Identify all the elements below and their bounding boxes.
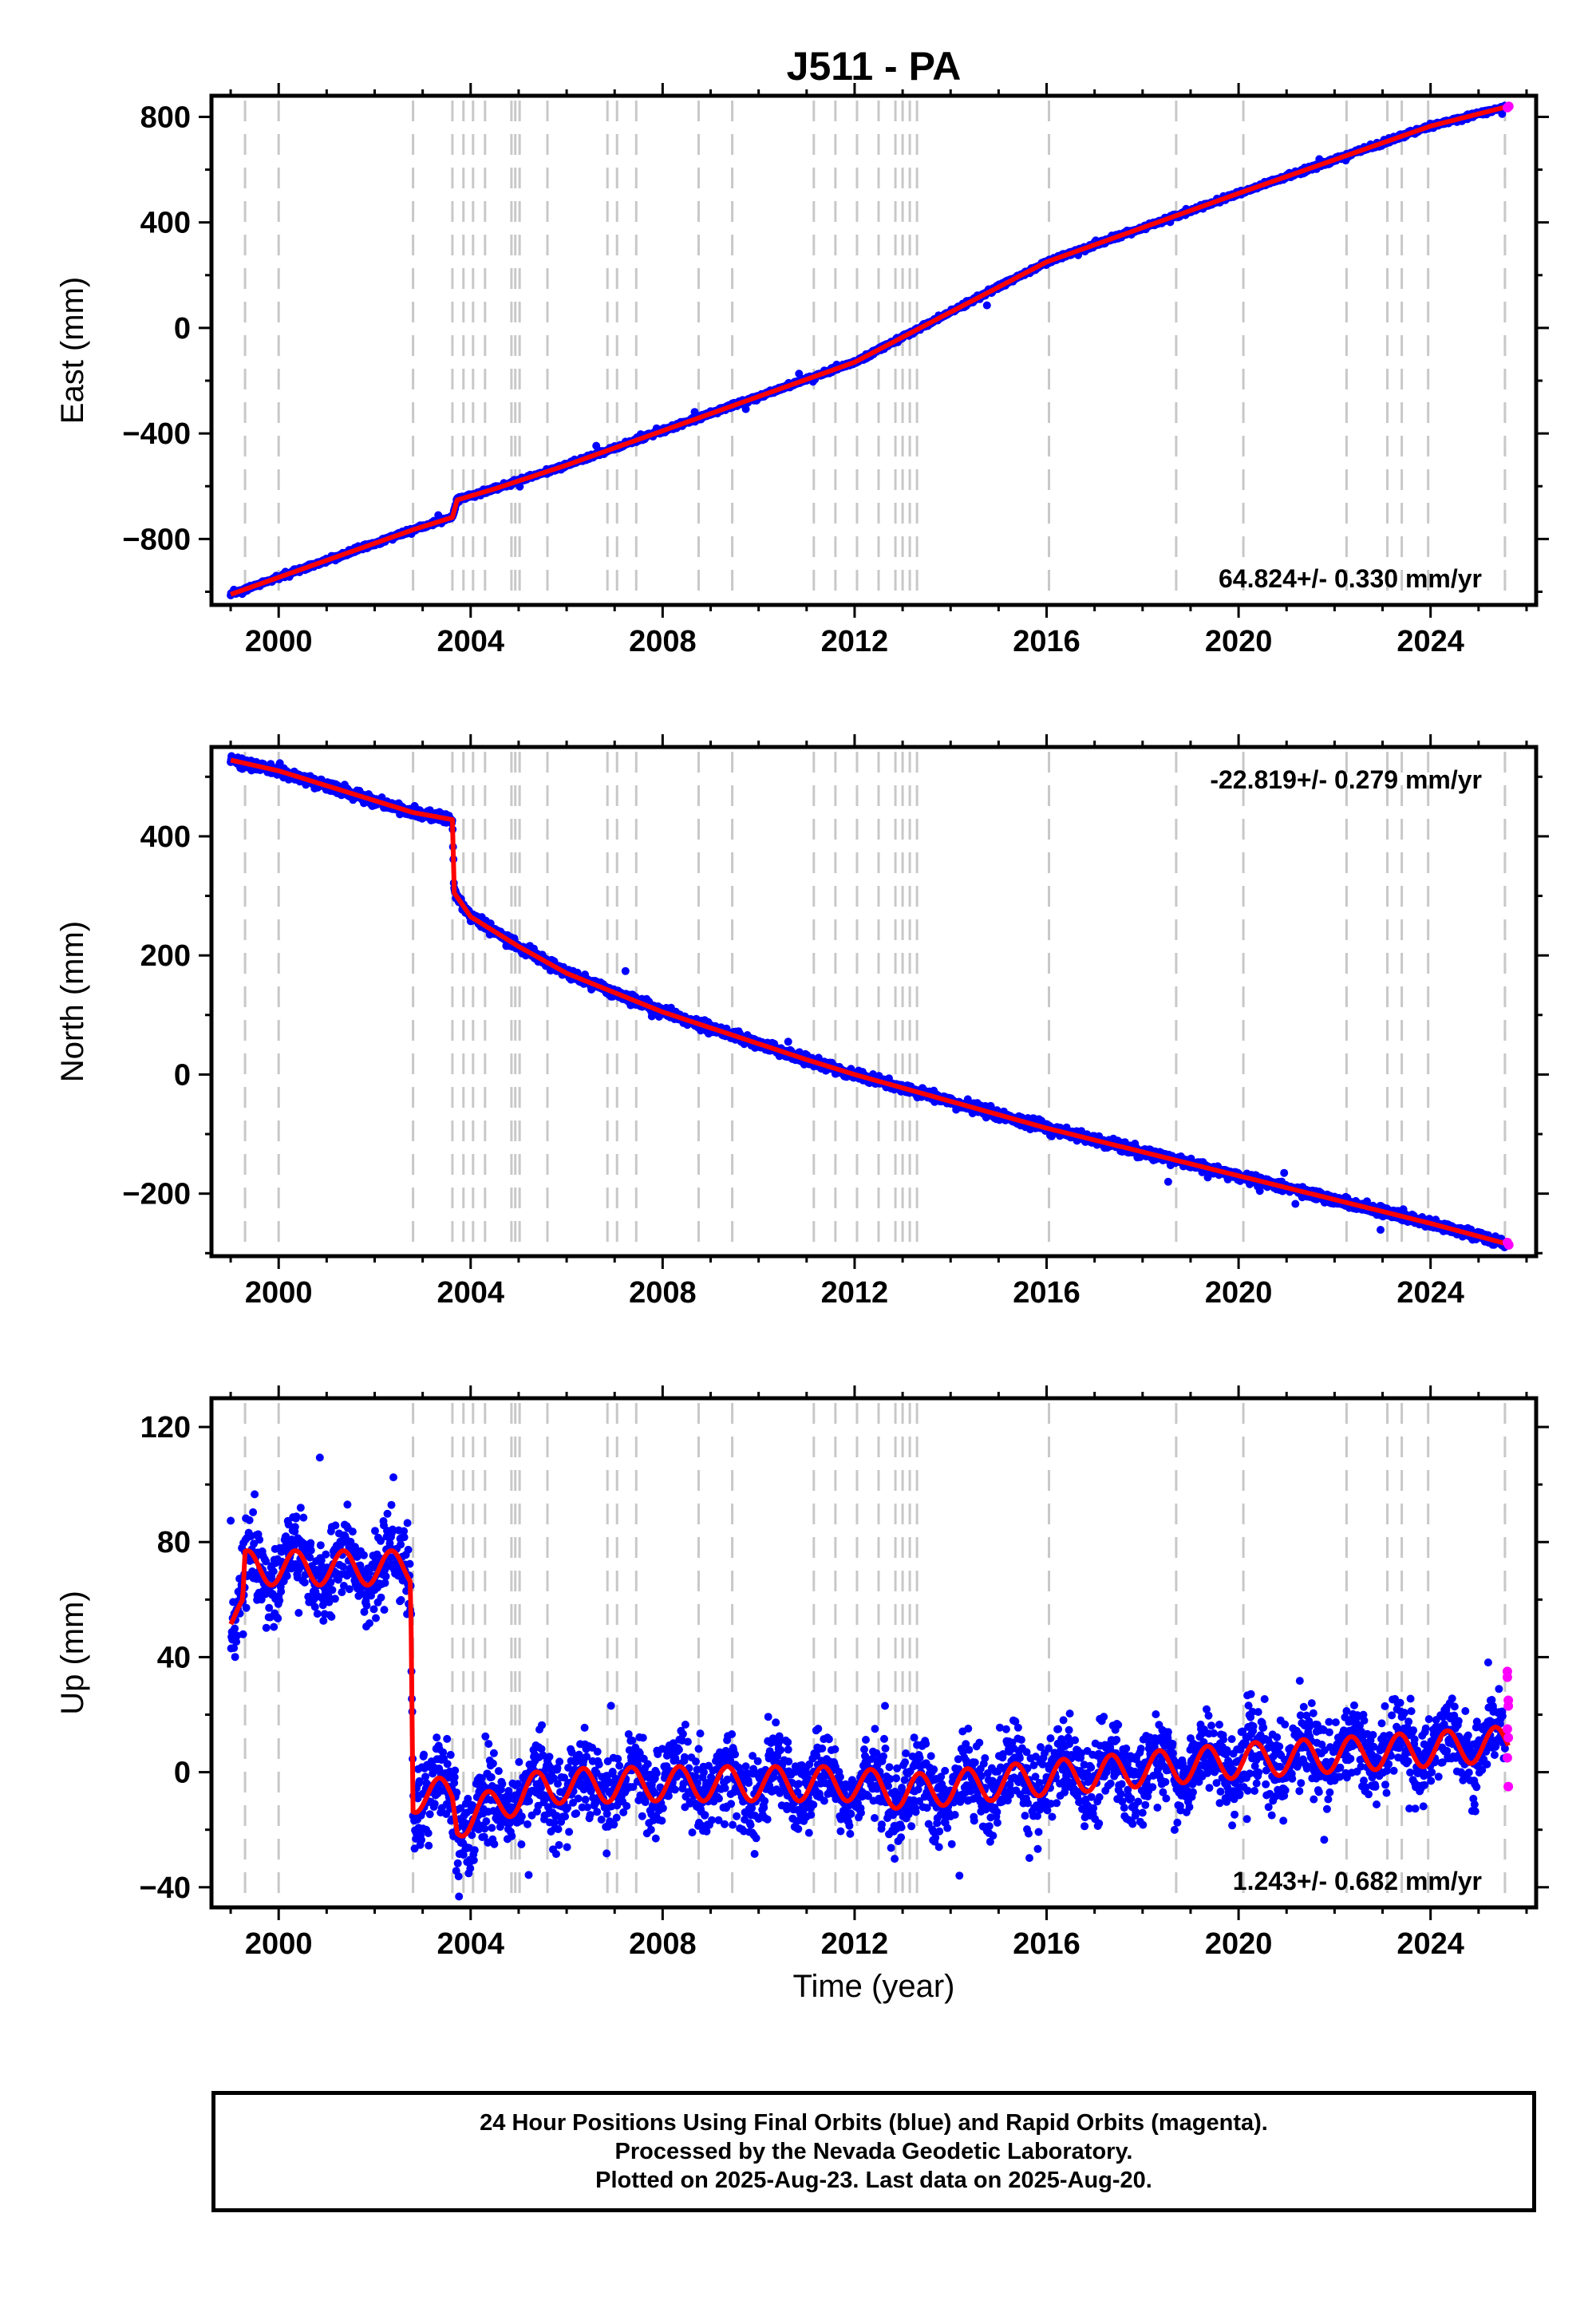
data-point — [982, 301, 991, 310]
panels: 2000 2004 2008 2012 2016 2020 2024 −800 −400 0 400… — [55, 83, 1549, 2004]
chart-title: J511 - PA — [787, 44, 962, 89]
data-point — [784, 1037, 792, 1046]
y-tick-label: 800 — [140, 101, 191, 134]
y-tick-label: −800 — [122, 523, 191, 556]
y-tick-label: −400 — [122, 417, 191, 451]
x-tick-label: 2020 — [1205, 625, 1273, 658]
event-lines — [243, 752, 1507, 1251]
x-tick-label: 2016 — [1013, 625, 1080, 658]
data-point — [621, 966, 630, 975]
panel-north: 2000 2004 2008 2012 2016 2020 2024−2000200400N… — [55, 734, 1549, 1310]
y-tick-label: 400 — [140, 207, 191, 240]
x-tick-label: 2024 — [1396, 625, 1464, 658]
x-tick-label: 2008 — [629, 625, 697, 658]
y-tick-label: 0 — [174, 312, 191, 346]
final-orbit-points — [227, 752, 1510, 1251]
y-axis-label: East (mm) — [55, 277, 90, 424]
x-tick-label: 2012 — [821, 625, 889, 658]
final-orbit-points — [227, 101, 1510, 599]
panel-east: 2000 2004 2008 2012 2016 2020 2024 −800 −400 0 400… — [55, 83, 1549, 658]
event-lines — [243, 101, 1507, 600]
rate-annotation: 64.824+/- 0.330 mm/yr — [1219, 564, 1482, 593]
x-tick-label: 2004 — [437, 625, 505, 658]
rapid-point — [1503, 101, 1514, 112]
x-tick-label: 2000 — [245, 625, 313, 658]
